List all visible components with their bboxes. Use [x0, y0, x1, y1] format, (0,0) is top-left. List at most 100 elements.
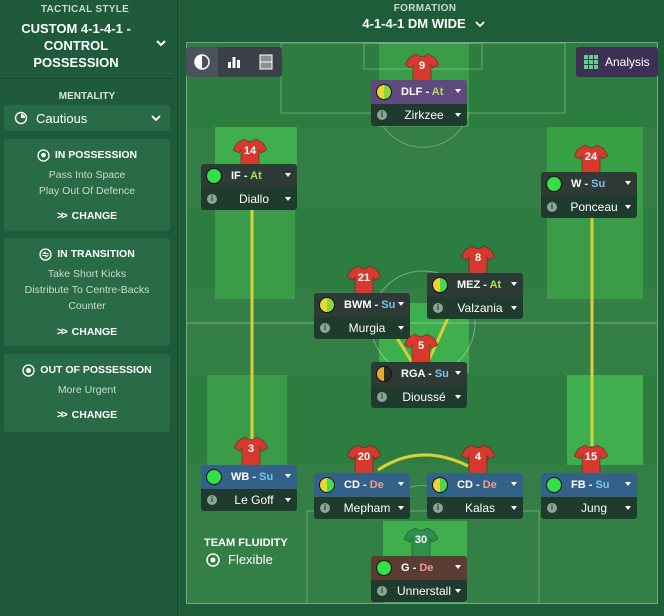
- shirt-icon: 5: [403, 332, 439, 364]
- role-selector[interactable]: CD - De: [427, 473, 523, 497]
- shirt-icon: 30: [403, 526, 439, 558]
- role-selector[interactable]: RGA - Su: [371, 362, 467, 386]
- caret-down-icon: [625, 181, 631, 185]
- player-selector[interactable]: i Jung: [541, 497, 637, 519]
- player-selector[interactable]: i Ponceau: [541, 196, 637, 218]
- formation-select[interactable]: 4-1-4-1 DM WIDE: [354, 16, 494, 31]
- shirt-icon: 24: [573, 143, 609, 175]
- player-selector[interactable]: i Kalas: [427, 497, 523, 519]
- caret-down-icon: [285, 474, 291, 478]
- role-selector[interactable]: W - Su: [541, 172, 637, 196]
- shirt-icon: 8: [460, 244, 496, 276]
- player-selector[interactable]: i Le Goff: [201, 489, 297, 511]
- instruction-line: Distribute To Centre-Backs: [24, 284, 150, 296]
- pitch-view-button[interactable]: [250, 47, 282, 77]
- role-selector[interactable]: G - De: [371, 556, 467, 580]
- mentality-select[interactable]: Cautious: [4, 105, 170, 131]
- player-selector[interactable]: i Mepham: [314, 497, 410, 519]
- shirt-number: 8: [474, 252, 482, 264]
- shirt-icon: 9: [404, 52, 440, 84]
- player-name: Valzania: [457, 301, 503, 315]
- shirt-number: 3: [247, 443, 255, 455]
- role-label: MEZ - At: [457, 279, 502, 291]
- in-transition-title: IN TRANSITION: [4, 246, 170, 262]
- role-selector[interactable]: DLF - At: [371, 80, 467, 104]
- shirt-number: 14: [243, 145, 257, 157]
- player-selector[interactable]: i Valzania: [427, 297, 523, 319]
- contrast-icon: [194, 54, 210, 70]
- info-icon[interactable]: i: [207, 495, 217, 505]
- info-icon[interactable]: i: [377, 110, 387, 120]
- player-name: Le Goff: [234, 493, 274, 507]
- info-icon[interactable]: i: [547, 202, 557, 212]
- role-selector[interactable]: MEZ - At: [427, 273, 523, 297]
- instruction-line: Play Out Of Defence: [38, 185, 136, 197]
- role-selector[interactable]: IF - At: [201, 164, 297, 188]
- player-name: Mepham: [343, 501, 391, 515]
- info-icon[interactable]: i: [377, 392, 387, 402]
- player-selector[interactable]: i Zirkzee: [371, 104, 467, 126]
- role-selector[interactable]: FB - Su: [541, 473, 637, 497]
- info-icon[interactable]: i: [320, 323, 330, 333]
- caret-down-icon: [511, 282, 517, 286]
- transition-icon: [39, 247, 52, 261]
- player-name: Jung: [580, 501, 608, 515]
- in-possession-title: IN POSSESSION: [4, 147, 170, 163]
- caret-down-icon: [285, 173, 291, 177]
- caret-down-icon: [511, 482, 517, 486]
- double-chevron-icon: >>: [56, 210, 68, 222]
- shirt-icon: 3: [233, 435, 269, 467]
- info-icon[interactable]: i: [433, 303, 443, 313]
- role-suitability-icon: [432, 477, 448, 493]
- mentality-label: MENTALITY: [58, 91, 116, 102]
- caret-down-icon: [398, 326, 404, 330]
- view-toggle-group: [186, 47, 282, 77]
- info-icon[interactable]: i: [547, 503, 557, 513]
- player-selector[interactable]: i Unnerstall: [371, 580, 467, 602]
- in-possession-change-button[interactable]: >> CHANGE: [56, 210, 118, 222]
- formation-label: FORMATION: [393, 3, 457, 14]
- caret-down-icon: [398, 506, 404, 510]
- in-possession-panel: IN POSSESSION Pass Into Space Play Out O…: [4, 139, 170, 231]
- out-of-possession-title: OUT OF POSSESSION: [4, 362, 170, 378]
- tactical-style-label: TACTICAL STYLE: [40, 4, 130, 15]
- caret-down-icon: [285, 197, 291, 201]
- player-selector[interactable]: i Murgia: [314, 317, 410, 339]
- role-selector[interactable]: CD - De: [314, 473, 410, 497]
- chevron-down-icon: [475, 20, 485, 27]
- shirt-number: 5: [417, 340, 425, 352]
- caret-down-icon: [455, 589, 461, 593]
- info-icon[interactable]: i: [320, 503, 330, 513]
- info-icon[interactable]: i: [433, 503, 443, 513]
- role-selector[interactable]: WB - Su: [201, 465, 297, 489]
- role-label: DLF - At: [401, 86, 444, 98]
- shirt-icon: 15: [573, 443, 609, 475]
- out-of-possession-change-button[interactable]: >> CHANGE: [56, 409, 118, 421]
- shirt-number: 20: [357, 451, 371, 463]
- bar-chart-view-button[interactable]: [218, 47, 250, 77]
- role-label: FB - Su: [571, 479, 610, 491]
- role-selector[interactable]: BWM - Su: [314, 293, 410, 317]
- caret-down-icon: [625, 205, 631, 209]
- mentality-icon: [14, 111, 28, 125]
- tactical-style-name[interactable]: CUSTOM 4-1-4-1 - CONTROL POSSESSION: [21, 21, 131, 70]
- caret-down-icon: [625, 482, 631, 486]
- role-label: CD - De: [344, 479, 384, 491]
- player-name: Diallo: [238, 192, 269, 206]
- shirt-icon: 14: [232, 137, 268, 169]
- contrast-view-button[interactable]: [186, 47, 218, 77]
- chevron-down-icon[interactable]: [154, 36, 168, 50]
- analysis-button[interactable]: Analysis: [576, 47, 658, 77]
- team-fluidity-value: Flexible: [206, 552, 273, 567]
- player-selector[interactable]: i Dioussé: [371, 386, 467, 408]
- info-icon[interactable]: i: [377, 586, 387, 596]
- shirt-icon: 4: [460, 443, 496, 475]
- info-icon[interactable]: i: [207, 194, 217, 204]
- player-selector[interactable]: i Diallo: [201, 188, 297, 210]
- player-name: Zirkzee: [404, 108, 444, 122]
- role-suitability-icon: [206, 469, 222, 485]
- zone-highlight: [547, 207, 643, 299]
- sidebar-divider: [0, 78, 174, 79]
- in-transition-change-button[interactable]: >> CHANGE: [56, 326, 118, 338]
- shirt-number: 4: [474, 451, 482, 463]
